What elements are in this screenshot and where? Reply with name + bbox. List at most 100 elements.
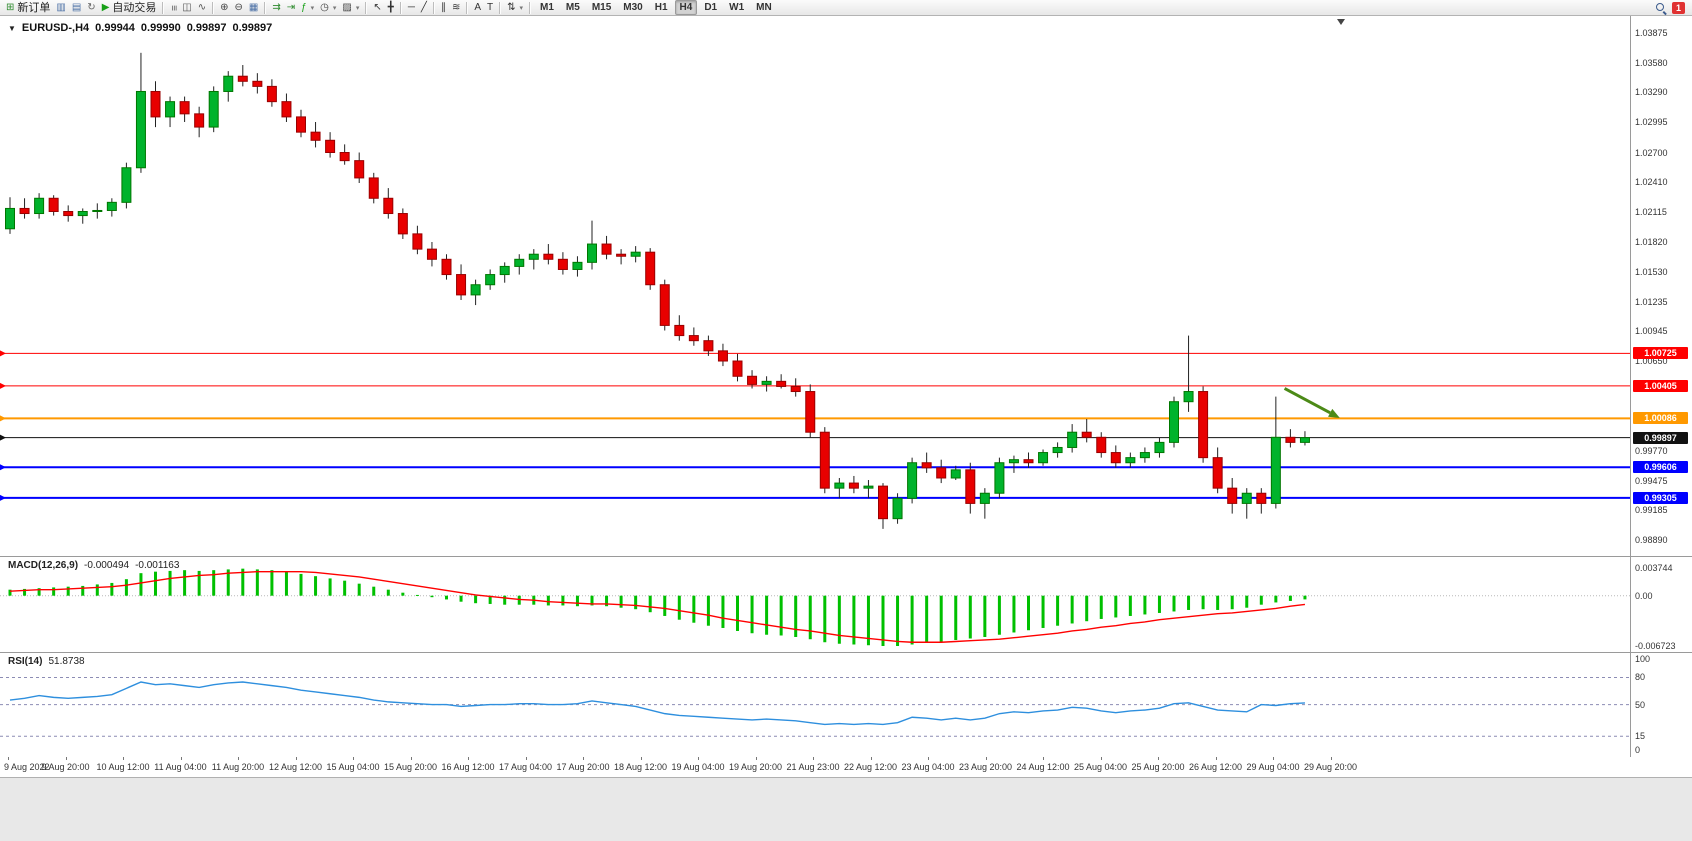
macd-bar [881, 595, 885, 646]
candle [645, 251, 656, 286]
timeframe-button-D1[interactable]: D1 [704, 2, 718, 13]
macd-bar [1172, 595, 1176, 612]
toolbar-button-data-window[interactable]: ▤ [69, 1, 84, 15]
macd-bar [183, 570, 187, 596]
toolbar-button-arrows-objects[interactable]: ⇅ ▾ [504, 1, 526, 15]
time-axis[interactable]: 9 Aug 2022 9 Aug 20:00 10 Aug 12:00 11 Aug … [0, 757, 1692, 776]
autotrading-icon: ▶ [101, 1, 110, 13]
crosshair-icon: ╋ [387, 1, 394, 13]
candle [1038, 452, 1049, 464]
macd-bar [866, 595, 870, 646]
chart-shift-marker[interactable] [1337, 19, 1345, 25]
candle [383, 197, 394, 215]
candle [979, 492, 990, 504]
toolbar-button-horizontal-line[interactable]: ─ [405, 1, 418, 15]
price-chart[interactable] [0, 16, 1630, 556]
macd-bar [1259, 595, 1263, 605]
rsi-axis[interactable]: 100 80 50 15 0 [1631, 654, 1692, 757]
candle [965, 469, 976, 504]
toolbar-button-text-label[interactable]: T [484, 1, 496, 15]
toolbar-button-templates[interactable]: ▨ ▾ [339, 1, 362, 15]
toolbar-button-market-watch[interactable]: ▥ [53, 1, 68, 15]
macd-bar [1114, 595, 1118, 618]
toolbar-button-zoom-in[interactable]: ⊕ [217, 1, 231, 15]
toolbar-button-zoom-out[interactable]: ⊖ [231, 1, 245, 15]
price-axis-label: 1.01820 [1635, 237, 1668, 247]
timeframe-button-M1[interactable]: M1 [540, 2, 554, 13]
toolbar-button-chart-shift[interactable]: ⇥ [284, 1, 298, 15]
macd-bar [997, 595, 1001, 635]
price-axis-label: 1.03290 [1635, 87, 1668, 98]
line-left-marker [0, 382, 6, 389]
candle [732, 360, 743, 377]
macd-bar [968, 595, 972, 639]
timeframe-button-W1[interactable]: W1 [729, 2, 745, 13]
time-tick [1100, 757, 1102, 760]
macd-bar [1143, 595, 1147, 615]
macd-bar [66, 586, 70, 596]
toolbar-button-equidistant-channel[interactable]: ∥ [438, 1, 449, 15]
timeframe-button-H4[interactable]: H4 [674, 0, 698, 15]
timeframe-button-MN[interactable]: MN [756, 2, 772, 13]
notification-badge[interactable]: 1 [1671, 1, 1685, 14]
candle [456, 274, 467, 296]
macd-bar [706, 595, 710, 626]
toolbar-button-crosshair[interactable]: ╋ [385, 1, 397, 15]
timeframe-button-M5[interactable]: M5 [565, 2, 580, 13]
toolbar-button-periods[interactable]: ◷ ▾ [317, 1, 339, 15]
toolbar-button-cursor[interactable]: ↖ [370, 1, 384, 15]
rsi-axis-label: 50 [1635, 699, 1646, 710]
toolbar-button-tile-windows[interactable]: ▦ [246, 1, 261, 15]
price-axis[interactable]: 1.03875 1.03580 1.03290 1.02995 1.02700 1.024… [1631, 16, 1692, 556]
macd-bar [750, 595, 754, 634]
time-axis-label: 19 Aug 20:00 [728, 762, 783, 772]
time-tick [1215, 757, 1217, 760]
candle [5, 207, 15, 230]
candle [470, 284, 481, 296]
toolbar-separator [162, 1, 165, 14]
timeframe-button-M15[interactable]: M15 [591, 2, 612, 13]
search-icon[interactable] [1655, 2, 1667, 14]
price-badge: 1.00725 [1633, 347, 1688, 360]
timeframe-button-M30[interactable]: M30 [623, 2, 643, 13]
toolbar-button-new-order[interactable]: ⊞ 新订单 [3, 1, 53, 15]
macd-bar [110, 582, 114, 596]
macd-name: MACD(12,26,9) [8, 560, 79, 571]
toolbar-button-auto-scroll[interactable]: ⇉ [269, 1, 283, 15]
ohlc-open: 0.99944 [95, 22, 135, 34]
toolbar-button-fibonacci[interactable]: ≋ [449, 1, 463, 15]
toolbar-button-autotrading[interactable]: ▶ 自动交易 [99, 1, 160, 15]
pane-separator[interactable] [0, 556, 1692, 557]
time-axis-label: 11 Aug 20:00 [211, 762, 265, 772]
time-axis-label: 19 Aug 04:00 [671, 762, 725, 772]
timeframe-button-H1[interactable]: H1 [654, 2, 668, 13]
pane-separator[interactable] [0, 652, 1692, 653]
macd-axis[interactable]: 0.003744 0.00 -0.006723 [1631, 558, 1692, 652]
rsi-value: 51.8738 [48, 656, 85, 667]
indicators-icon: ƒ [301, 1, 307, 13]
macd-bar [52, 587, 56, 596]
toolbar-button-line-chart[interactable]: ∿ [195, 1, 209, 15]
price-axis-label: 1.02410 [1635, 176, 1668, 187]
zoom-out-icon: ⊖ [234, 1, 243, 13]
macd-bar [1216, 595, 1220, 610]
candle [150, 90, 161, 118]
macd-indicator-pane[interactable] [0, 558, 1630, 652]
macd-bar [736, 595, 739, 631]
macd-bar [910, 595, 914, 645]
rsi-indicator-pane[interactable] [0, 654, 1630, 757]
chart-expand-icon[interactable]: ▼ [8, 23, 16, 33]
toolbar-button-refresh[interactable]: ↻ [84, 1, 98, 15]
candle [1285, 436, 1296, 443]
toolbar-button-candle-chart[interactable]: ◫ [179, 1, 194, 15]
toolbar-button-indicators[interactable]: ƒ ▾ [298, 1, 317, 15]
toolbar-button-trendline[interactable]: ╱ [418, 1, 430, 15]
candle [805, 391, 816, 433]
rsi-axis-label: 0 [1635, 744, 1641, 755]
candle [1125, 457, 1136, 464]
toolbar-button-text[interactable]: A [471, 1, 484, 15]
trend-arrow-annotation[interactable] [1283, 387, 1331, 415]
macd-bar [517, 595, 521, 605]
macd-bar [386, 589, 390, 596]
toolbar-button-bar-chart[interactable]: ≡ [167, 1, 179, 15]
